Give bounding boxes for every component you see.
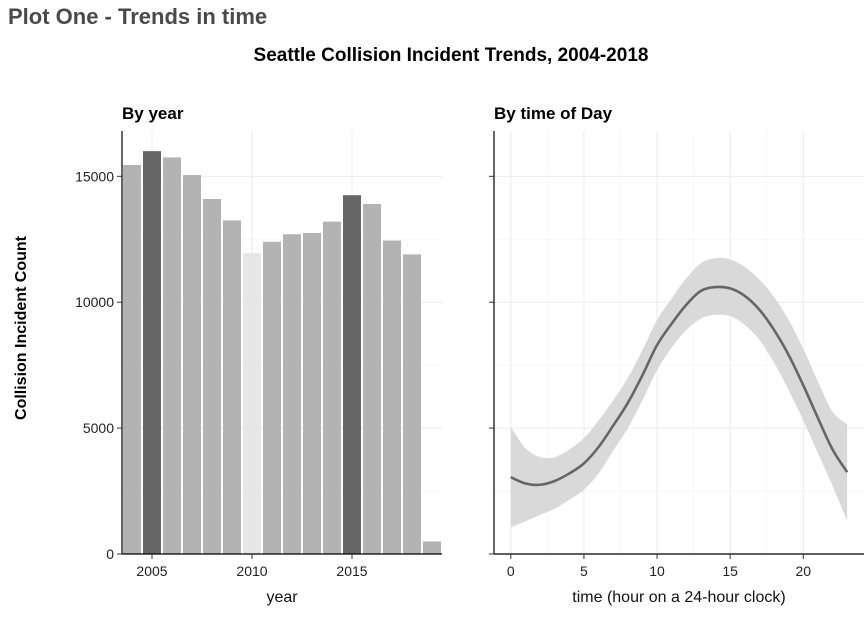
page-heading: Plot One - Trends in time	[8, 4, 268, 29]
x-tick-label-year: 2005	[136, 563, 167, 579]
panel-time-subtitle: By time of Day	[494, 104, 613, 123]
y-tick-label: 5000	[83, 420, 114, 436]
bar-year-2008	[203, 198, 221, 554]
x-axis-title-time: time (hour on a 24-hour clock)	[572, 589, 785, 606]
bar-year-2005	[143, 151, 161, 554]
x-tick-label-year: 2010	[236, 563, 267, 579]
bar-year-2019	[423, 541, 441, 554]
y-axis-title: Collision Incident Count	[13, 235, 30, 420]
bar-year-2010	[243, 253, 261, 554]
time-confidence-band	[510, 257, 848, 528]
bar-year-2006	[163, 157, 181, 554]
trend-line	[510, 285, 849, 487]
bar-year-2014	[323, 221, 341, 554]
bar-year-2013	[303, 232, 321, 555]
year-bars	[123, 151, 441, 555]
bar-year-2011	[263, 241, 281, 555]
x-tick-label-time: 15	[722, 563, 738, 579]
y-tick-label: 15000	[75, 168, 114, 184]
bar-year-2004	[123, 164, 141, 554]
chart-title: Seattle Collision Incident Trends, 2004-…	[254, 45, 649, 66]
x-tick-label-time: 10	[649, 563, 665, 579]
confidence-band	[510, 257, 848, 528]
x-axis-title-year: year	[266, 589, 298, 606]
bar-year-2012	[283, 234, 301, 554]
bar-year-2009	[223, 220, 241, 555]
bar-year-2015	[343, 195, 361, 554]
x-tick-label-year: 2015	[336, 563, 367, 579]
x-tick-label-time: 5	[580, 563, 588, 579]
time-panel-axes: 0 5 10 15 20	[489, 131, 864, 579]
year-panel-axes: 0 5000 10000 15000 2005 2010 2015	[75, 131, 442, 579]
bar-year-2017	[383, 240, 401, 554]
y-tick-label: 0	[106, 546, 114, 562]
time-trend-line	[510, 285, 849, 487]
x-tick-label-time: 20	[796, 563, 812, 579]
panel-year-subtitle: By year	[122, 104, 184, 123]
y-tick-label: 10000	[75, 294, 114, 310]
bar-year-2016	[363, 204, 381, 554]
bar-year-2018	[403, 254, 421, 554]
bar-year-2007	[183, 175, 201, 554]
x-tick-label-time: 0	[507, 563, 515, 579]
